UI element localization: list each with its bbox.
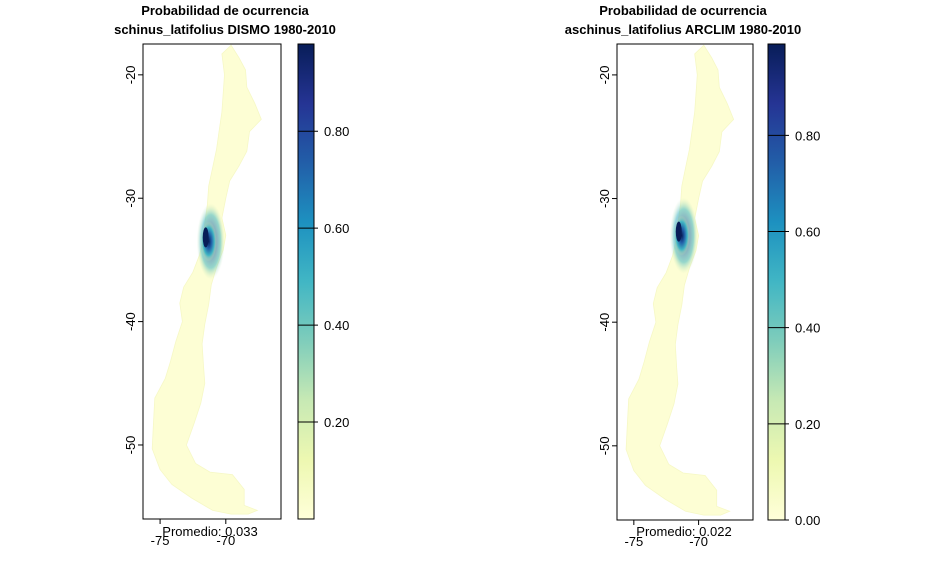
- chart-title: Probabilidad de ocurrencia: [599, 3, 767, 18]
- axes: -20 -30 -40 -50 -75 -70: [123, 65, 235, 548]
- colorbar-tick-label: 0.20: [324, 415, 349, 430]
- x-tick-label: -75: [624, 534, 643, 549]
- mean-annotation: Promedio: 0.033: [162, 524, 257, 539]
- colorbar-tick-label: 0.80: [324, 124, 349, 139]
- y-tick-label: -40: [123, 312, 138, 331]
- colorbar-gradient: [297, 43, 315, 520]
- colorbar-tick-label: 0.60: [324, 221, 349, 236]
- colorbar-tick-label: 0.60: [795, 225, 820, 240]
- y-tick-label: -50: [123, 436, 138, 455]
- y-tick-label: -40: [597, 313, 612, 332]
- y-tick-label: -30: [597, 189, 612, 208]
- chart-subtitle: aschinus_latifolius ARCLIM 1980-2010: [565, 22, 802, 37]
- x-tick-label: -70: [689, 534, 708, 549]
- y-tick-label: -20: [123, 65, 138, 84]
- y-tick-label: -50: [597, 436, 612, 455]
- y-tick-label: -20: [597, 66, 612, 85]
- plot-frame: [616, 43, 754, 521]
- plot-frame: [142, 43, 282, 520]
- land-area: [625, 44, 735, 516]
- axes: -20 -30 -40 -50 -75 -70: [597, 66, 708, 549]
- colorbar: 0.00 0.20 0.40 0.60 0.80: [767, 43, 820, 528]
- chart-subtitle: schinus_latifolius DISMO 1980-2010: [114, 22, 336, 37]
- map-panel-arclim: Probabilidad de ocurrencia aschinus_lati…: [565, 3, 821, 549]
- colorbar-tick-label: 0.00: [795, 513, 820, 528]
- map-panel-dismo: Probabilidad de ocurrencia schinus_latif…: [114, 3, 349, 548]
- probability-peak: [675, 221, 682, 242]
- mean-annotation: Promedio: 0.022: [636, 524, 731, 539]
- y-tick-label: -30: [123, 189, 138, 208]
- x-tick-label: -75: [151, 533, 170, 548]
- land-area: [151, 44, 262, 515]
- map-chile: [151, 44, 262, 515]
- colorbar-tick-label: 0.80: [795, 128, 820, 143]
- probability-peak: [202, 227, 209, 248]
- colorbar: 0.20 0.40 0.60 0.80: [297, 43, 349, 520]
- chart-title: Probabilidad de ocurrencia: [141, 3, 309, 18]
- x-tick-label: -70: [216, 533, 235, 548]
- colorbar-tick-label: 0.40: [795, 321, 820, 336]
- colorbar-tick-label: 0.40: [324, 318, 349, 333]
- map-chile: [625, 44, 735, 516]
- colorbar-tick-label: 0.20: [795, 417, 820, 432]
- colorbar-gradient: [767, 43, 786, 521]
